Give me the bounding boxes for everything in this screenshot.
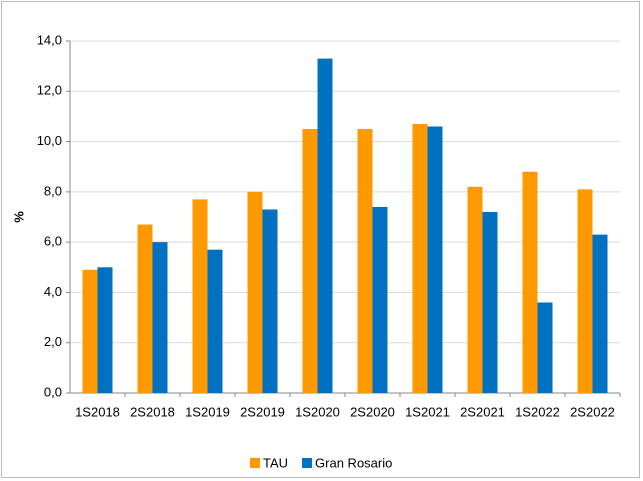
bar [262,209,278,393]
bar [357,129,373,393]
bar [522,171,538,393]
bar [152,242,168,393]
x-tick-label: 2S2018 [130,404,175,419]
bar [192,199,208,393]
y-tick-label: 6,0 [44,234,62,249]
bar [537,302,553,393]
x-tick-label: 1S2020 [295,404,340,419]
x-tick-label: 2S2020 [350,404,395,419]
bar [427,126,443,393]
bar [97,267,113,393]
bar [302,129,318,393]
bar [412,123,428,393]
legend-swatch [302,458,313,468]
y-tick-label: 4,0 [44,284,62,299]
legend-swatch [250,458,260,468]
x-tick-label: 1S2021 [405,404,450,419]
y-tick-label: 10,0 [37,133,62,148]
bar [577,189,593,393]
bar [137,224,153,393]
y-tick-label: 14,0 [37,32,62,47]
legend-label: Gran Rosario [315,455,392,470]
bar [482,211,498,393]
bar [467,186,483,393]
y-tick-label: 0,0 [44,384,62,399]
bar [592,234,608,393]
bar [317,58,333,393]
y-axis-label: % [11,211,26,223]
bar [82,269,98,393]
x-tick-label: 2S2021 [460,404,505,419]
x-tick-label: 2S2019 [240,404,285,419]
bar [372,206,388,393]
x-tick-label: 1S2022 [515,404,560,419]
x-tick-label: 1S2018 [75,404,120,419]
x-tick-label: 1S2019 [185,404,230,419]
y-tick-label: 12,0 [37,83,62,98]
bar [207,249,223,393]
bar [247,191,263,393]
y-tick-label: 8,0 [44,183,62,198]
x-tick-label: 2S2022 [570,404,615,419]
legend-label: TAU [263,455,288,470]
y-tick-label: 2,0 [44,334,62,349]
